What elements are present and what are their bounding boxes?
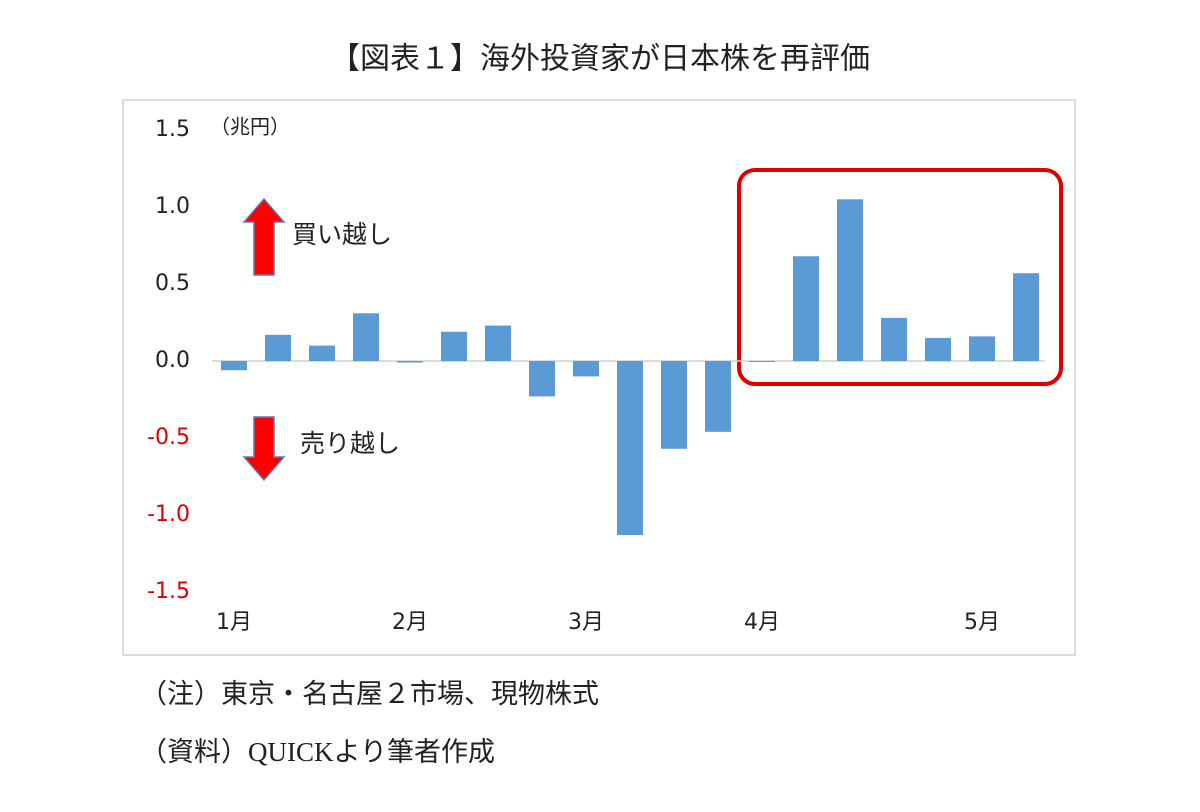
bar xyxy=(793,256,819,361)
y-tick-label: -0.5 xyxy=(147,425,190,450)
bar xyxy=(397,361,423,363)
x-tick-label: 4月 xyxy=(744,610,780,635)
bar xyxy=(353,313,379,361)
bar xyxy=(221,361,247,371)
bar xyxy=(661,361,687,449)
bar xyxy=(881,317,907,361)
bar xyxy=(925,337,951,361)
y-tick-label: -1.5 xyxy=(147,579,190,604)
note: （資料）QUICKより筆者作成 xyxy=(140,737,495,767)
annotation: 買い越し xyxy=(292,220,392,249)
bar xyxy=(309,345,335,361)
y-tick-label: 0.0 xyxy=(155,348,190,373)
up-arrow xyxy=(242,197,286,276)
bar xyxy=(265,334,291,361)
y-tick-label: 1.5 xyxy=(155,117,190,142)
x-tick-label: 3月 xyxy=(568,610,604,635)
bar xyxy=(617,361,643,536)
bar xyxy=(749,361,775,362)
unit-label: （兆円） xyxy=(210,115,290,139)
note: （注）東京・名古屋２市場、現物株式 xyxy=(140,679,599,709)
bar xyxy=(1013,273,1039,361)
bar xyxy=(837,199,863,361)
bar xyxy=(969,336,995,361)
bar xyxy=(485,325,511,361)
chart-title: 【図表１】海外投資家が日本株を再評価 xyxy=(330,42,870,77)
x-tick-label: 1月 xyxy=(216,610,252,635)
y-tick-label: 1.0 xyxy=(155,194,190,219)
y-tick-label: -1.0 xyxy=(147,502,190,527)
bar xyxy=(705,361,731,432)
bar xyxy=(529,361,555,397)
y-tick-label: 0.5 xyxy=(155,271,190,296)
x-tick-label: 5月 xyxy=(964,610,1000,635)
bar xyxy=(573,361,599,377)
down-arrow xyxy=(242,416,286,482)
plot-frame xyxy=(122,99,1076,656)
x-tick-label: 2月 xyxy=(392,610,428,635)
highlight-box xyxy=(737,168,1063,386)
annotation: 売り越し xyxy=(300,429,400,458)
bar xyxy=(441,331,467,361)
